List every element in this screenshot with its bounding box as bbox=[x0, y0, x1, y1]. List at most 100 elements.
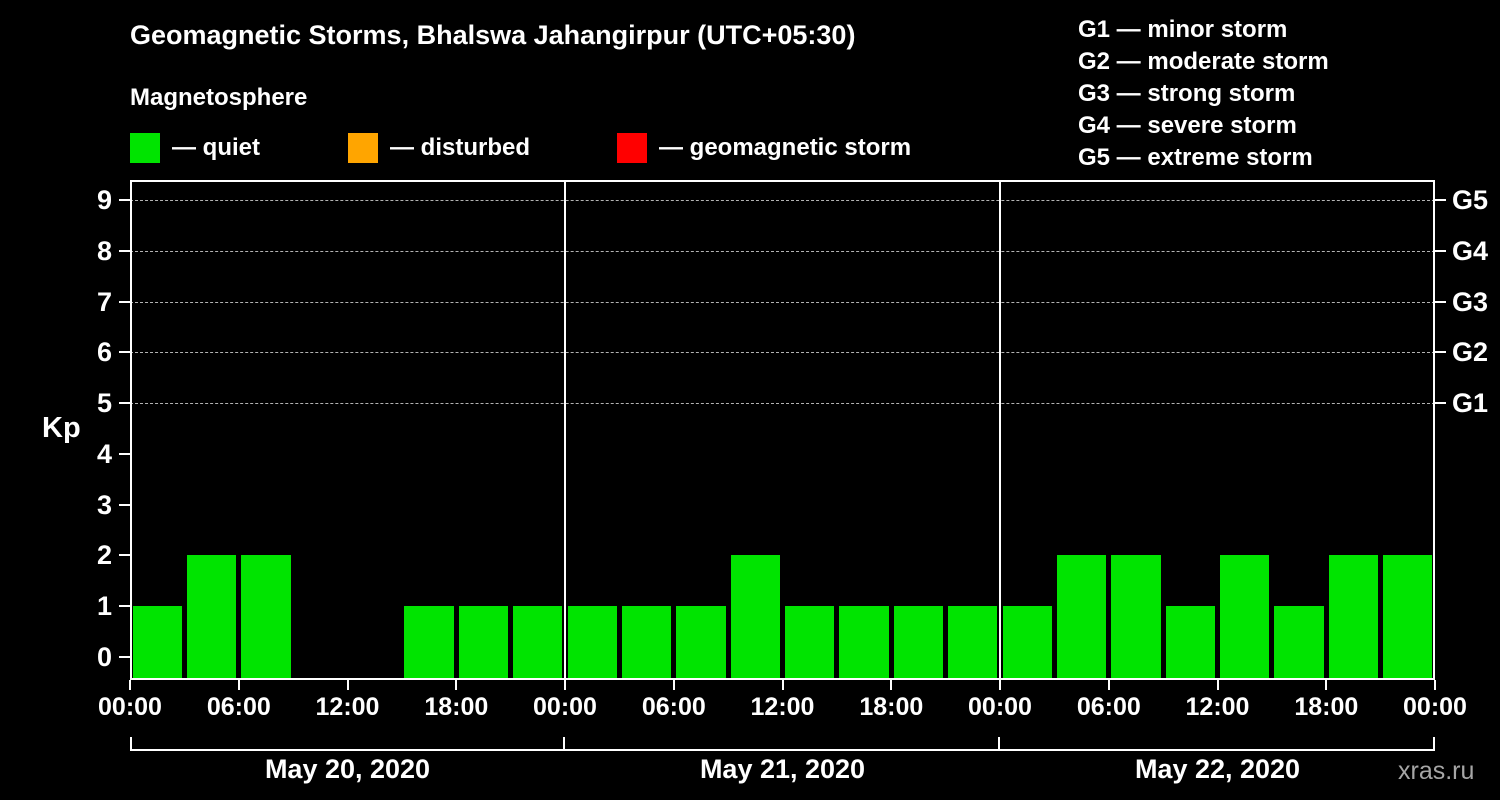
kp-bar bbox=[186, 555, 237, 680]
g-scale-line-4: G4 — severe storm bbox=[1078, 112, 1297, 139]
y-tick-label: 7 bbox=[96, 286, 112, 317]
x-tick bbox=[890, 680, 893, 690]
x-tick bbox=[455, 680, 458, 690]
kp-bar bbox=[893, 606, 944, 680]
kp-bar bbox=[1111, 555, 1161, 680]
plot-border bbox=[130, 180, 1435, 680]
y-tick bbox=[119, 554, 130, 557]
kp-bar bbox=[676, 606, 726, 680]
page-title: Geomagnetic Storms, Bhalswa Jahangirpur … bbox=[130, 20, 856, 50]
x-tick-label: 00:00 bbox=[533, 693, 597, 721]
gridline-kp-9 bbox=[130, 200, 1435, 201]
gridline-kp-5 bbox=[130, 403, 1435, 405]
x-tick bbox=[999, 680, 1001, 690]
x-tick bbox=[564, 680, 566, 690]
y-tick bbox=[119, 452, 130, 455]
kp-bar bbox=[513, 606, 563, 680]
g-scale-legend: G1 — minor storm G2 — moderate storm G3 — … bbox=[1078, 14, 1329, 174]
quiet-color-swatch bbox=[130, 133, 160, 163]
right-tick bbox=[1435, 351, 1446, 354]
x-tick bbox=[237, 680, 240, 690]
y-tick bbox=[119, 656, 130, 658]
x-tick-label: 00:00 bbox=[1403, 693, 1467, 721]
watermark: xras.ru bbox=[1398, 757, 1475, 785]
y-tick-label: 1 bbox=[96, 591, 112, 622]
y-tick bbox=[119, 199, 130, 201]
plot-area bbox=[130, 180, 1435, 680]
g-level-label-g2: G2 bbox=[1452, 337, 1489, 368]
date-label: May 21, 2020 bbox=[699, 754, 866, 784]
x-tick-label: 06:00 bbox=[641, 693, 706, 721]
kp-bar bbox=[1328, 555, 1379, 680]
x-tick-label: 12:00 bbox=[750, 693, 815, 721]
kp-bar bbox=[132, 606, 182, 680]
kp-bar bbox=[241, 555, 291, 680]
g-scale-line-2: G2 — moderate storm bbox=[1078, 48, 1329, 75]
y-tick bbox=[119, 300, 130, 303]
day-bracket bbox=[130, 737, 565, 751]
y-tick bbox=[119, 402, 130, 405]
kp-bar bbox=[404, 606, 454, 680]
date-label: May 22, 2020 bbox=[1134, 754, 1301, 784]
geomagnetic-storm-color-swatch bbox=[617, 133, 647, 163]
y-tick bbox=[119, 249, 130, 252]
x-tick-label: 12:00 bbox=[315, 693, 380, 721]
y-tick-label: 8 bbox=[96, 235, 112, 266]
y-tick bbox=[119, 503, 130, 506]
g-scale-line-3: G3 — strong storm bbox=[1078, 80, 1296, 107]
kp-bar bbox=[948, 606, 998, 680]
y-tick-label: 0 bbox=[96, 642, 112, 672]
date-label: May 20, 2020 bbox=[264, 754, 431, 784]
x-tick-label: 18:00 bbox=[859, 693, 924, 721]
x-tick bbox=[1325, 680, 1328, 690]
kp-bar bbox=[567, 606, 617, 680]
y-tick-label: 3 bbox=[96, 489, 112, 520]
x-tick-label: 18:00 bbox=[424, 693, 489, 721]
legend-label-quiet: — quiet bbox=[172, 134, 260, 161]
day-separator bbox=[999, 180, 1001, 680]
day-bracket bbox=[565, 737, 1000, 751]
kp-bar bbox=[458, 606, 509, 680]
gridline-kp-6 bbox=[130, 352, 1435, 354]
kp-bar bbox=[1165, 606, 1215, 680]
right-tick bbox=[1435, 300, 1446, 303]
right-tick bbox=[1435, 199, 1446, 201]
y-tick-label: 5 bbox=[96, 388, 112, 419]
legend-item-quiet: — quiet bbox=[130, 133, 260, 163]
g-scale-line-1: G1 — minor storm bbox=[1078, 16, 1288, 43]
kp-bar bbox=[1220, 555, 1270, 680]
magnetosphere-label: Magnetosphere bbox=[130, 84, 308, 111]
x-tick bbox=[129, 680, 131, 690]
y-tick-label: 4 bbox=[96, 438, 112, 469]
x-tick bbox=[1434, 680, 1436, 690]
g-level-label-g3: G3 bbox=[1452, 286, 1489, 317]
kp-bar bbox=[621, 606, 672, 680]
kp-bar bbox=[1056, 555, 1107, 680]
kp-bar bbox=[1274, 606, 1324, 680]
y-axis-label: Kp bbox=[42, 412, 81, 444]
x-tick bbox=[1216, 680, 1219, 690]
x-tick bbox=[346, 680, 349, 690]
kp-bar bbox=[785, 606, 835, 680]
g-scale-line-5: G5 — extreme storm bbox=[1078, 144, 1313, 171]
x-tick bbox=[1107, 680, 1110, 690]
y-tick-label: 9 bbox=[96, 185, 112, 215]
y-tick bbox=[119, 605, 130, 608]
kp-bar bbox=[839, 606, 889, 680]
g-level-label-g5: G5 bbox=[1452, 185, 1489, 215]
day-bracket bbox=[1000, 737, 1435, 751]
kp-bar bbox=[1002, 606, 1052, 680]
x-tick-label: 00:00 bbox=[98, 693, 162, 721]
x-tick-label: 00:00 bbox=[968, 693, 1032, 721]
x-tick-label: 18:00 bbox=[1294, 693, 1359, 721]
g-level-label-g4: G4 bbox=[1452, 235, 1489, 266]
legend-item-geomagnetic-storm: — geomagnetic storm bbox=[617, 133, 911, 163]
y-tick-label: 6 bbox=[96, 337, 112, 368]
legend-item-disturbed: — disturbed bbox=[348, 133, 530, 163]
y-tick-label: 2 bbox=[96, 540, 112, 571]
legend-label-disturbed: — disturbed bbox=[390, 134, 531, 161]
gridline-kp-7 bbox=[130, 301, 1435, 303]
gridline-kp-8 bbox=[130, 250, 1435, 252]
right-tick bbox=[1435, 249, 1446, 252]
